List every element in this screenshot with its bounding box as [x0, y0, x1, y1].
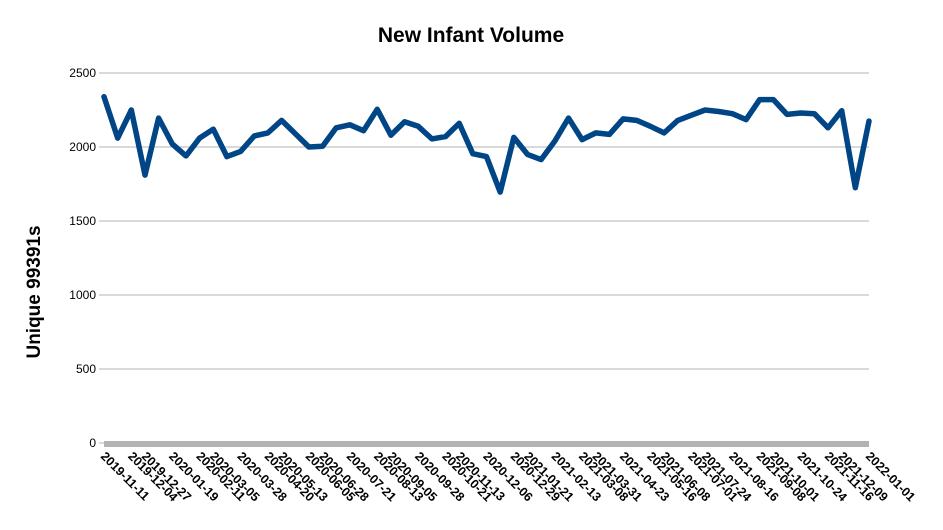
data-point: [361, 128, 366, 133]
y-tick-label: 500: [76, 362, 96, 376]
data-point: [498, 190, 503, 195]
data-point: [634, 118, 639, 123]
data-point: [744, 117, 749, 122]
data-point: [703, 108, 708, 113]
data-point: [853, 185, 858, 190]
data-point: [484, 154, 489, 159]
data-point: [470, 151, 475, 156]
data-point: [402, 119, 407, 124]
data-point: [757, 97, 762, 102]
data-point: [238, 149, 243, 154]
y-axis-ticks: 0 500 1000 1500 2000 2500: [69, 66, 104, 450]
data-point: [839, 108, 844, 113]
series-layer: [101, 93, 872, 195]
data-point: [867, 119, 872, 124]
data-point: [593, 130, 598, 135]
data-point: [785, 112, 790, 117]
data-point: [607, 132, 612, 137]
data-point: [689, 113, 694, 118]
y-tick-label: 0: [89, 436, 96, 450]
gridlines: [104, 72, 869, 447]
data-point: [156, 116, 161, 121]
data-point: [224, 154, 229, 159]
data-point: [347, 122, 352, 127]
data-point: [306, 145, 311, 150]
data-point: [293, 131, 298, 136]
data-point: [170, 142, 175, 147]
data-point: [142, 173, 147, 178]
data-point: [320, 144, 325, 149]
series-line: [101, 93, 872, 195]
data-point: [716, 109, 721, 114]
data-point: [552, 139, 557, 144]
data-point: [648, 124, 653, 129]
data-point: [662, 130, 667, 135]
data-point: [457, 121, 462, 126]
data-point: [566, 116, 571, 121]
data-point: [826, 125, 831, 130]
data-point: [525, 152, 530, 157]
data-point: [375, 107, 380, 112]
data-point: [675, 118, 680, 123]
data-point: [812, 111, 817, 116]
data-point: [211, 127, 216, 132]
y-tick-label: 2500: [69, 66, 96, 80]
data-point: [798, 110, 803, 115]
data-point: [129, 108, 134, 113]
data-point: [771, 97, 776, 102]
y-axis-label: Unique 99391s: [24, 225, 45, 358]
data-point: [443, 134, 448, 139]
y-tick-label: 1000: [69, 288, 96, 302]
x-axis-ticks: 2019-11-112019-12-042019-12-272020-01-19…: [98, 449, 918, 504]
data-point: [416, 124, 421, 129]
data-point: [429, 136, 434, 141]
data-point: [621, 116, 626, 121]
data-point: [115, 136, 120, 141]
data-point: [388, 133, 393, 138]
data-point: [265, 130, 270, 135]
data-point: [334, 125, 339, 130]
y-tick-label: 1500: [69, 214, 96, 228]
data-point: [279, 118, 284, 123]
data-point: [730, 111, 735, 116]
data-point: [580, 137, 585, 142]
data-point: [183, 153, 188, 158]
data-point: [197, 136, 202, 141]
data-point: [539, 157, 544, 162]
y-tick-label: 2000: [69, 140, 96, 154]
data-point: [511, 135, 516, 140]
data-point: [102, 94, 107, 99]
data-point: [252, 133, 257, 138]
chart-title: New Infant Volume: [378, 24, 564, 47]
